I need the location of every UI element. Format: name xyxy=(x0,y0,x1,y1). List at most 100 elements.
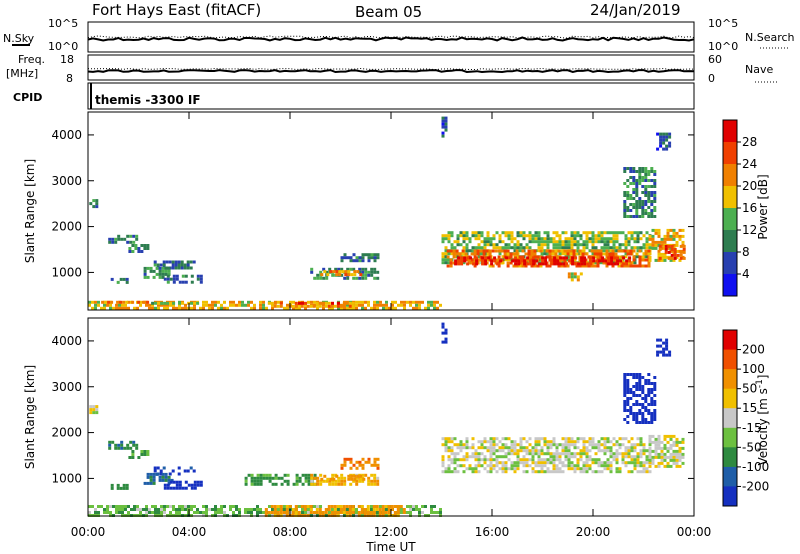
velocity-cell xyxy=(193,483,197,487)
velocity-cell xyxy=(294,508,298,511)
power-cell xyxy=(174,263,178,267)
power-cell xyxy=(270,301,274,305)
power-cell xyxy=(462,234,466,238)
velocity-cell xyxy=(367,482,371,486)
power-cell xyxy=(361,270,365,274)
velocity-cell xyxy=(115,508,118,511)
colorbar-swatch xyxy=(723,408,737,429)
power-cell xyxy=(167,269,171,273)
velocity-cell xyxy=(135,446,139,450)
velocity-cell xyxy=(100,505,103,508)
velocity-cell xyxy=(659,350,663,354)
power-cell xyxy=(553,256,557,260)
power-cell xyxy=(629,176,633,179)
velocity-cell xyxy=(618,452,622,456)
velocity-cell xyxy=(360,508,364,511)
velocity-cell xyxy=(582,461,586,465)
power-cell xyxy=(555,231,559,235)
velocity-cell xyxy=(621,458,625,462)
velocity-cell xyxy=(329,477,333,481)
velocity-cell xyxy=(492,464,496,468)
velocity-cell xyxy=(169,480,173,484)
power-cell xyxy=(158,275,162,279)
velocity-cell xyxy=(247,508,250,511)
velocity-cell xyxy=(324,508,328,511)
power-cell xyxy=(298,306,301,310)
power-cell xyxy=(456,240,460,244)
velocity-cell xyxy=(624,449,628,453)
power-cell xyxy=(172,303,175,307)
power-cell xyxy=(679,250,683,254)
station-title: Fort Hays East (fitACF) xyxy=(92,1,261,19)
power-cell xyxy=(662,135,666,139)
power-cell xyxy=(635,212,639,215)
velocity-cell xyxy=(366,505,370,508)
velocity-cell xyxy=(441,455,445,459)
velocity-cell xyxy=(603,452,607,456)
velocity-cell xyxy=(196,480,200,484)
velocity-cell xyxy=(675,443,679,447)
velocity-cell xyxy=(516,449,520,453)
velocity-cell xyxy=(322,479,326,483)
velocity-cell xyxy=(320,477,324,481)
velocity-cell xyxy=(651,440,655,444)
noise-tick-right-high: 10^5 xyxy=(708,17,738,30)
velocity-cell xyxy=(513,461,517,465)
velocity-cell xyxy=(615,461,619,465)
velocity-ylabel: Slant Range [km] xyxy=(23,365,37,469)
velocity-cell xyxy=(645,458,649,462)
power-cell xyxy=(125,277,129,281)
power-cell xyxy=(91,306,94,310)
power-cell xyxy=(125,300,129,304)
power-cell xyxy=(501,231,505,235)
power-cell xyxy=(657,258,661,262)
power-cell xyxy=(505,256,509,260)
power-cell xyxy=(348,304,352,308)
velocity-cell xyxy=(663,437,667,441)
velocity-cell xyxy=(531,455,535,459)
noise-sky-trace xyxy=(87,36,695,42)
power-cell xyxy=(527,252,531,256)
power-cell xyxy=(190,280,194,284)
velocity-cell xyxy=(253,479,257,483)
power-cell xyxy=(166,303,169,307)
power-cell xyxy=(626,167,630,170)
power-cell xyxy=(651,240,655,244)
power-cell xyxy=(112,306,115,310)
power-cell xyxy=(670,256,674,260)
power-cell xyxy=(108,240,112,244)
power-cell xyxy=(647,200,651,203)
power-cell xyxy=(250,300,253,304)
power-cell xyxy=(271,306,274,310)
velocity-cell xyxy=(672,461,676,465)
power-cell xyxy=(620,261,624,265)
velocity-cell xyxy=(588,458,592,462)
velocity-cell xyxy=(297,511,301,514)
power-cell xyxy=(599,255,603,259)
velocity-cell xyxy=(623,385,627,388)
power-cell xyxy=(650,215,654,218)
power-cell xyxy=(641,200,645,203)
velocity-cell xyxy=(358,479,362,483)
power-cell xyxy=(528,240,532,244)
power-cell xyxy=(477,234,481,238)
power-cell xyxy=(486,243,490,247)
velocity-cell xyxy=(636,452,640,456)
power-cell xyxy=(644,212,648,215)
velocity-cell xyxy=(110,483,114,487)
power-cell xyxy=(452,252,456,256)
velocity-cell xyxy=(154,511,157,514)
power-cell xyxy=(124,303,127,307)
power-cell xyxy=(155,266,159,270)
power-cell xyxy=(453,246,457,250)
velocity-cell xyxy=(143,450,147,453)
velocity-cell xyxy=(644,400,648,403)
velocity-cell xyxy=(366,508,370,511)
velocity-cell xyxy=(678,449,682,453)
power-cell xyxy=(558,237,562,241)
velocity-cell xyxy=(623,388,627,391)
velocity-cell xyxy=(441,331,445,335)
velocity-cell xyxy=(474,467,478,471)
velocity-cell xyxy=(531,449,535,453)
velocity-cell xyxy=(666,440,670,444)
